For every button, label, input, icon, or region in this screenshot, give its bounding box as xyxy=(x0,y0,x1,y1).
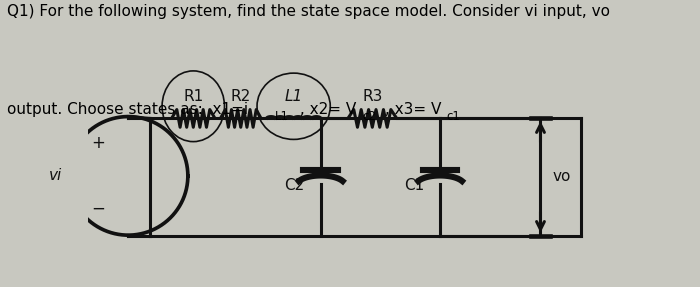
Text: Q1) For the following system, find the state space model. Consider vi input, vo: Q1) For the following system, find the s… xyxy=(7,4,610,19)
Text: vi: vi xyxy=(49,168,62,183)
Text: , x2= V: , x2= V xyxy=(295,102,356,117)
Text: −: − xyxy=(92,199,105,218)
Text: +: + xyxy=(92,134,105,152)
Text: L1: L1 xyxy=(274,110,288,123)
Text: output. Choose states as:  x1=i: output. Choose states as: x1=i xyxy=(7,102,248,117)
Text: , x3= V: , x3= V xyxy=(380,102,442,117)
Text: c2: c2 xyxy=(362,110,376,123)
Text: R2: R2 xyxy=(230,89,251,104)
Text: C2: C2 xyxy=(285,178,305,193)
Text: L1: L1 xyxy=(284,89,303,104)
Text: R3: R3 xyxy=(362,89,382,104)
Text: vo: vo xyxy=(552,170,570,185)
Text: C1: C1 xyxy=(404,178,424,193)
Text: R1: R1 xyxy=(183,89,204,104)
Text: c1: c1 xyxy=(446,110,460,123)
